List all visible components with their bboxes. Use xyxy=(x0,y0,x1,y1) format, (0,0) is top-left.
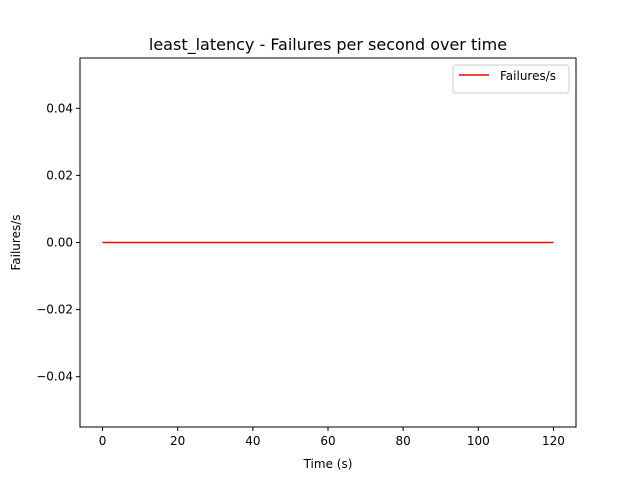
x-axis: 0 20 40 60 80 100 120 xyxy=(99,427,565,448)
y-tick-label: 0.02 xyxy=(46,168,73,182)
chart-title: least_latency - Failures per second over… xyxy=(149,35,507,55)
legend: Failures/s xyxy=(452,64,570,94)
y-tick-label: 0.04 xyxy=(46,101,73,115)
x-tick-label: 80 xyxy=(396,434,411,448)
x-tick-label: 20 xyxy=(170,434,185,448)
x-tick-label: 120 xyxy=(542,434,565,448)
legend-box xyxy=(452,64,570,94)
y-tick-label: −0.02 xyxy=(36,303,73,317)
x-tick-label: 60 xyxy=(320,434,335,448)
x-tick-label: 100 xyxy=(467,434,490,448)
y-axis-label: Failures/s xyxy=(9,214,23,270)
y-tick-label: −0.04 xyxy=(36,370,73,384)
x-tick-label: 40 xyxy=(245,434,260,448)
y-axis: −0.04 −0.02 0.00 0.02 0.04 xyxy=(36,101,80,384)
y-tick-label: 0.00 xyxy=(46,236,73,250)
x-tick-label: 0 xyxy=(99,434,107,448)
legend-label-failures: Failures/s xyxy=(500,69,556,83)
x-axis-label: Time (s) xyxy=(303,457,353,471)
